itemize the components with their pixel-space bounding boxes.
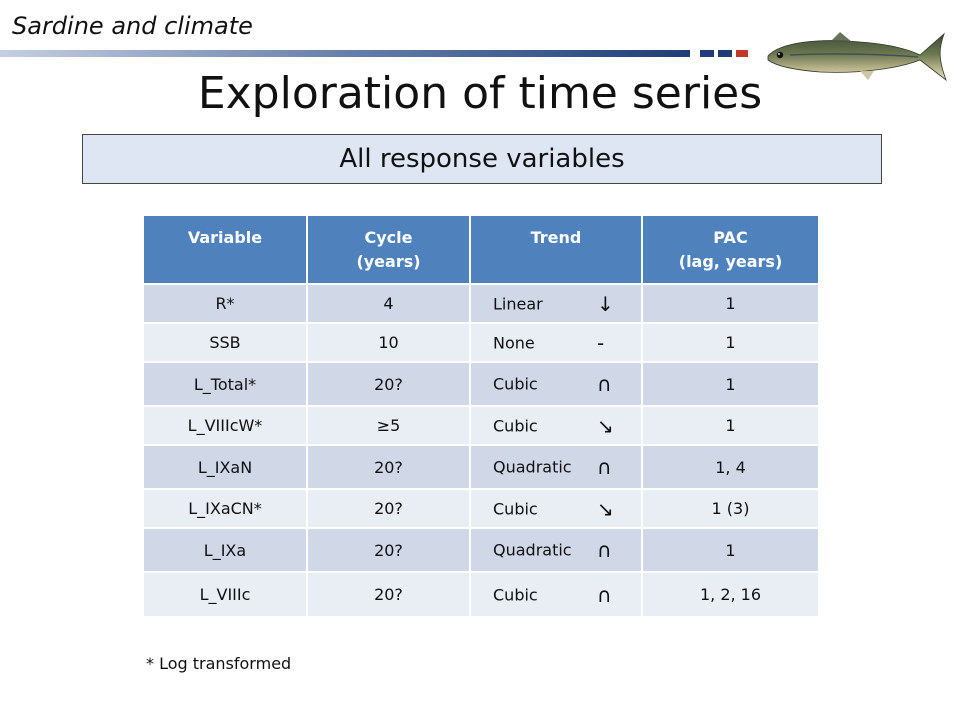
footnote: * Log transformed <box>146 654 292 673</box>
cell-cycle: 20? <box>306 527 470 572</box>
cell-variable: L_Total* <box>144 361 307 406</box>
slide-title: Exploration of time series <box>197 68 763 119</box>
trend-symbol: ∩ <box>597 455 612 479</box>
cell-cycle: 20? <box>306 361 470 406</box>
cell-trend: None - <box>469 322 642 362</box>
cell-trend: Cubic ∩ <box>469 361 642 406</box>
header-rule-dash <box>736 50 748 57</box>
column-header-line: Cycle <box>364 228 413 247</box>
cell-pac: 1 <box>641 322 818 362</box>
cell-pac: 1, 2, 16 <box>641 571 818 616</box>
cell-pac: 1 <box>641 361 818 406</box>
table-row: R* 4 Linear ↓ 1 <box>144 283 818 323</box>
table-row: L_VIIIc 20? Cubic ∩ 1, 2, 16 <box>144 571 818 616</box>
column-header-subline: (years) <box>356 252 421 271</box>
header-rule <box>0 50 690 57</box>
trend-symbol: ↘ <box>597 496 614 521</box>
table-row: L_VIIIcW* ≥5 Cubic ↘ 1 <box>144 405 818 445</box>
trend-name: Quadratic <box>493 457 572 477</box>
cell-trend: Linear ↓ <box>469 283 642 323</box>
cell-variable: L_VIIIc <box>144 571 307 616</box>
cell-variable: L_IXa <box>144 527 307 572</box>
column-header-line: PAC <box>713 228 748 247</box>
table-row: L_Total* 20? Cubic ∩ 1 <box>144 361 818 406</box>
cell-pac: 1 <box>641 527 818 572</box>
subtitle-box: All response variables <box>82 134 882 184</box>
slide-topic: Sardine and climate <box>12 12 253 40</box>
header-rule-dash <box>718 50 732 57</box>
cell-trend: Cubic ↘ <box>469 488 642 528</box>
column-header-variable: Variable <box>144 216 307 284</box>
cell-variable: R* <box>144 283 307 323</box>
response-variables-table: Variable Cycle (years) Trend PAC (lag, y… <box>144 216 818 616</box>
table-row: L_IXa 20? Quadratic ∩ 1 <box>144 527 818 572</box>
cell-variable: L_IXaN <box>144 444 307 489</box>
cell-trend: Quadratic ∩ <box>469 527 642 572</box>
cell-trend: Quadratic ∩ <box>469 444 642 489</box>
subtitle-text: All response variables <box>339 144 625 174</box>
trend-name: Cubic <box>493 374 538 394</box>
cell-cycle: 20? <box>306 571 470 616</box>
trend-symbol: ↓ <box>597 291 614 316</box>
trend-name: None <box>493 333 535 352</box>
trend-name: Cubic <box>493 499 538 518</box>
column-header-subline: (lag, years) <box>678 252 783 271</box>
table-header-row: Variable Cycle (years) Trend PAC (lag, y… <box>144 216 818 284</box>
trend-symbol: ∩ <box>597 538 612 562</box>
cell-variable: L_IXaCN* <box>144 488 307 528</box>
column-header-cycle: Cycle (years) <box>306 216 470 284</box>
trend-symbol: ↘ <box>597 413 614 438</box>
cell-pac: 1 (3) <box>641 488 818 528</box>
cell-cycle: 10 <box>306 322 470 362</box>
cell-cycle: 20? <box>306 444 470 489</box>
cell-variable: L_VIIIcW* <box>144 405 307 445</box>
cell-cycle: ≥5 <box>306 405 470 445</box>
column-header-trend: Trend <box>469 216 642 284</box>
cell-cycle: 20? <box>306 488 470 528</box>
table-row: L_IXaCN* 20? Cubic ↘ 1 (3) <box>144 488 818 528</box>
sardine-fish-image <box>767 32 947 82</box>
column-header-line: Trend <box>530 228 582 247</box>
trend-name: Cubic <box>493 416 538 435</box>
cell-trend: Cubic ∩ <box>469 571 642 616</box>
cell-trend: Cubic ↘ <box>469 405 642 445</box>
cell-cycle: 4 <box>306 283 470 323</box>
column-header-line: Variable <box>187 228 263 247</box>
trend-name: Cubic <box>493 585 538 604</box>
column-header-pac: PAC (lag, years) <box>641 216 818 284</box>
cell-pac: 1 <box>641 283 818 323</box>
cell-variable: SSB <box>144 322 307 362</box>
trend-symbol: ∩ <box>597 582 612 607</box>
table-row: L_IXaN 20? Quadratic ∩ 1, 4 <box>144 444 818 489</box>
table-row: SSB 10 None - 1 <box>144 322 818 362</box>
trend-name: Linear <box>493 294 543 313</box>
cell-pac: 1 <box>641 405 818 445</box>
trend-name: Quadratic <box>493 540 572 560</box>
header-rule-dash <box>700 50 714 57</box>
cell-pac: 1, 4 <box>641 444 818 489</box>
trend-symbol: - <box>597 330 605 355</box>
trend-symbol: ∩ <box>597 372 612 396</box>
